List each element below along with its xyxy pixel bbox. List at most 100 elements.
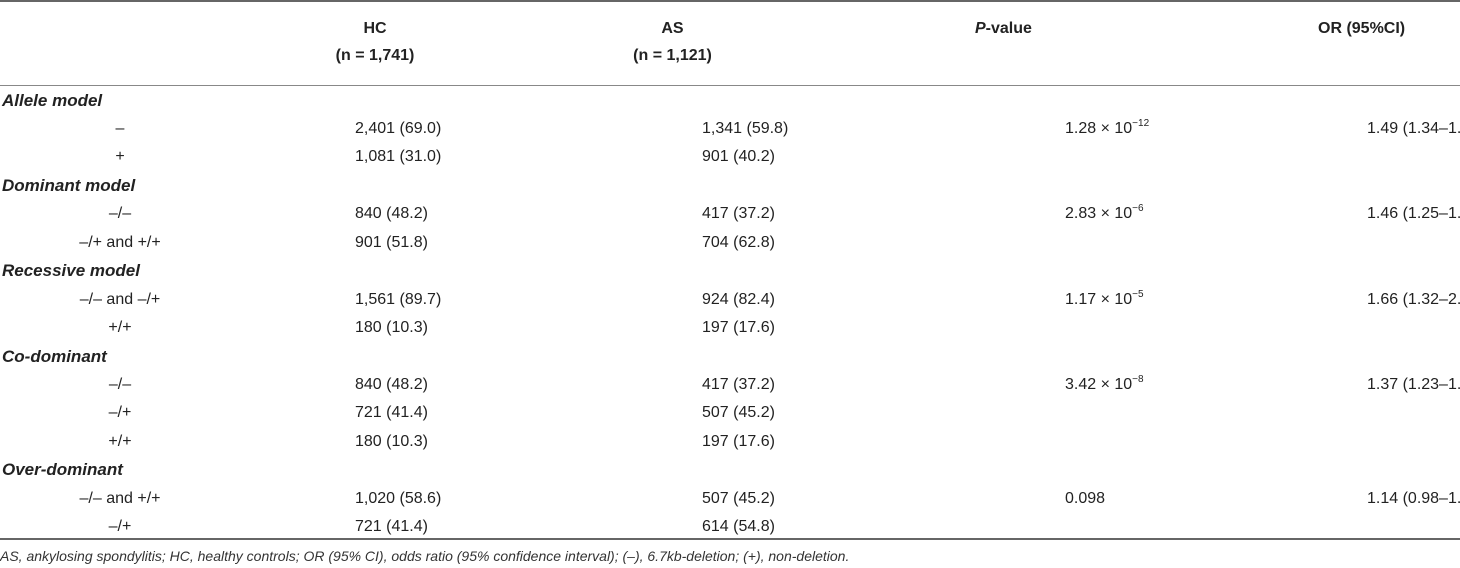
as-value: 197 (17.6) bbox=[702, 319, 775, 337]
genotype-cell: + bbox=[0, 143, 240, 171]
as-value: 704 (62.8) bbox=[702, 233, 775, 251]
or-value bbox=[1180, 314, 1460, 342]
or-value bbox=[1180, 399, 1460, 427]
genotype-label: –/– bbox=[108, 376, 132, 394]
header-hc-title: HC bbox=[363, 20, 387, 37]
as-value: 924 (82.4) bbox=[702, 290, 775, 308]
genotype-cell: –/+ bbox=[0, 513, 240, 541]
or-value bbox=[1180, 229, 1460, 257]
genotype-cell: –/– bbox=[0, 371, 240, 399]
or-value: 1.37 (1.23–1.54) bbox=[1367, 376, 1460, 394]
p-value-base: 1.28 × 10 bbox=[1065, 120, 1133, 138]
genotype-label: –/+ and +/+ bbox=[79, 233, 161, 251]
genotype-label: –/– and –/+ bbox=[79, 290, 161, 308]
table-row: +/+ 180 (10.3) 197 (17.6) bbox=[0, 428, 1460, 456]
genotype-cell: –/– and –/+ bbox=[0, 286, 240, 314]
p-value: 1.28 × 10−12 bbox=[835, 115, 1180, 143]
genotype-label: –/+ bbox=[108, 404, 132, 422]
table-row: –/– and –/+ 1,561 (89.7) 924 (82.4) 1.17 × … bbox=[0, 286, 1460, 314]
hc-value: 721 (41.4) bbox=[355, 404, 428, 422]
hc-value: 1,020 (58.6) bbox=[355, 489, 442, 507]
section-title: Co-dominant bbox=[2, 346, 107, 366]
header-p-italic: P bbox=[975, 20, 986, 37]
as-value: 901 (40.2) bbox=[702, 148, 775, 166]
as-value: 507 (45.2) bbox=[702, 404, 775, 422]
genotype-label: –/+ bbox=[108, 517, 132, 535]
table-row: –/+ and +/+ 901 (51.8) 704 (62.8) bbox=[0, 229, 1460, 257]
header-blank bbox=[0, 0, 240, 86]
genotype-cell: –/– and +/+ bbox=[0, 485, 240, 513]
hc-value: 180 (10.3) bbox=[355, 319, 428, 337]
p-value-base: 1.17 × 10 bbox=[1065, 290, 1133, 308]
section-row: Dominant model bbox=[0, 171, 1460, 200]
table-row: –/+ 721 (41.4) 614 (54.8) bbox=[0, 513, 1460, 541]
or-value: 1.66 (1.32–2.07) bbox=[1367, 290, 1460, 308]
p-value: 1.17 × 10−5 bbox=[835, 286, 1180, 314]
p-value-exponent: −5 bbox=[1132, 288, 1144, 300]
or-value: 1.46 (1.25–1.71) bbox=[1367, 205, 1460, 223]
genotype-label: – bbox=[115, 120, 125, 138]
header-p-rest: -value bbox=[985, 20, 1032, 37]
p-value bbox=[835, 314, 1180, 342]
p-value-exponent: −8 bbox=[1132, 374, 1144, 386]
p-value-base: 3.42 × 10 bbox=[1065, 376, 1133, 394]
or-value bbox=[1180, 513, 1460, 541]
genotype-label: –/– and +/+ bbox=[79, 489, 161, 507]
hc-value: 840 (48.2) bbox=[355, 376, 428, 394]
section-row: Allele model bbox=[0, 86, 1460, 115]
table-row: – 2,401 (69.0) 1,341 (59.8) 1.28 × 10−12 1.4… bbox=[0, 115, 1460, 143]
as-value: 417 (37.2) bbox=[702, 376, 775, 394]
hc-value: 2,401 (69.0) bbox=[355, 120, 442, 138]
table-row: –/– 840 (48.2) 417 (37.2) 2.83 × 10−6 1.46 (… bbox=[0, 200, 1460, 228]
header-hc-n: (n = 1,741) bbox=[335, 47, 415, 64]
section-row: Co-dominant bbox=[0, 342, 1460, 371]
p-value: 3.42 × 10−8 bbox=[835, 371, 1180, 399]
as-value: 417 (37.2) bbox=[702, 205, 775, 223]
section-title: Allele model bbox=[2, 90, 103, 110]
p-value bbox=[835, 229, 1180, 257]
p-value bbox=[835, 143, 1180, 171]
p-value bbox=[835, 428, 1180, 456]
header-p-value: P-value bbox=[835, 0, 1180, 86]
or-value: 1.49 (1.34–1.67) bbox=[1367, 120, 1460, 138]
table-row: –/– and +/+ 1,020 (58.6) 507 (45.2) 0.098 1.… bbox=[0, 485, 1460, 513]
table-footnote: AS, ankylosing spondylitis; HC, healthy … bbox=[0, 548, 850, 564]
genotype-cell: –/+ bbox=[0, 399, 240, 427]
bottom-rule bbox=[0, 538, 1460, 540]
top-rule bbox=[0, 0, 1460, 2]
header-as-n: (n = 1,121) bbox=[633, 47, 712, 64]
header-or: OR (95%CI) bbox=[1180, 0, 1460, 86]
hc-value: 840 (48.2) bbox=[355, 205, 428, 223]
genotype-cell: – bbox=[0, 115, 240, 143]
as-value: 1,341 (59.8) bbox=[702, 120, 789, 138]
genotype-label: –/– bbox=[108, 205, 132, 223]
section-title: Over-dominant bbox=[2, 460, 123, 480]
table-body: Allele model – 2,401 (69.0) 1,341 (59.8) 1.2… bbox=[0, 86, 1460, 541]
or-value bbox=[1180, 143, 1460, 171]
header-as: AS (n = 1,121) bbox=[510, 0, 835, 86]
header-hc: HC (n = 1,741) bbox=[240, 0, 510, 86]
genetic-model-table: HC (n = 1,741) AS (n = 1,121) P-value OR… bbox=[0, 0, 1460, 541]
p-value bbox=[835, 399, 1180, 427]
header-rule bbox=[0, 85, 1460, 86]
as-value: 507 (45.2) bbox=[702, 489, 775, 507]
table-row: +/+ 180 (10.3) 197 (17.6) bbox=[0, 314, 1460, 342]
header-or-title: OR (95%CI) bbox=[1318, 20, 1406, 37]
table-row: –/+ 721 (41.4) 507 (45.2) bbox=[0, 399, 1460, 427]
hc-value: 721 (41.4) bbox=[355, 517, 428, 535]
genotype-label: +/+ bbox=[108, 432, 132, 450]
p-value-base: 0.098 bbox=[1065, 489, 1106, 507]
section-title: Dominant model bbox=[2, 175, 136, 195]
p-value-base: 2.83 × 10 bbox=[1065, 205, 1133, 223]
p-value: 2.83 × 10−6 bbox=[835, 200, 1180, 228]
header-as-title: AS bbox=[661, 20, 684, 37]
table-header-row: HC (n = 1,741) AS (n = 1,121) P-value OR… bbox=[0, 0, 1460, 86]
p-value bbox=[835, 513, 1180, 541]
or-value bbox=[1180, 428, 1460, 456]
hc-value: 180 (10.3) bbox=[355, 432, 428, 450]
section-row: Over-dominant bbox=[0, 456, 1460, 485]
or-value: 1.14 (0.98–1.33) bbox=[1367, 489, 1460, 507]
p-value-exponent: −6 bbox=[1132, 203, 1144, 215]
as-value: 197 (17.6) bbox=[702, 432, 775, 450]
